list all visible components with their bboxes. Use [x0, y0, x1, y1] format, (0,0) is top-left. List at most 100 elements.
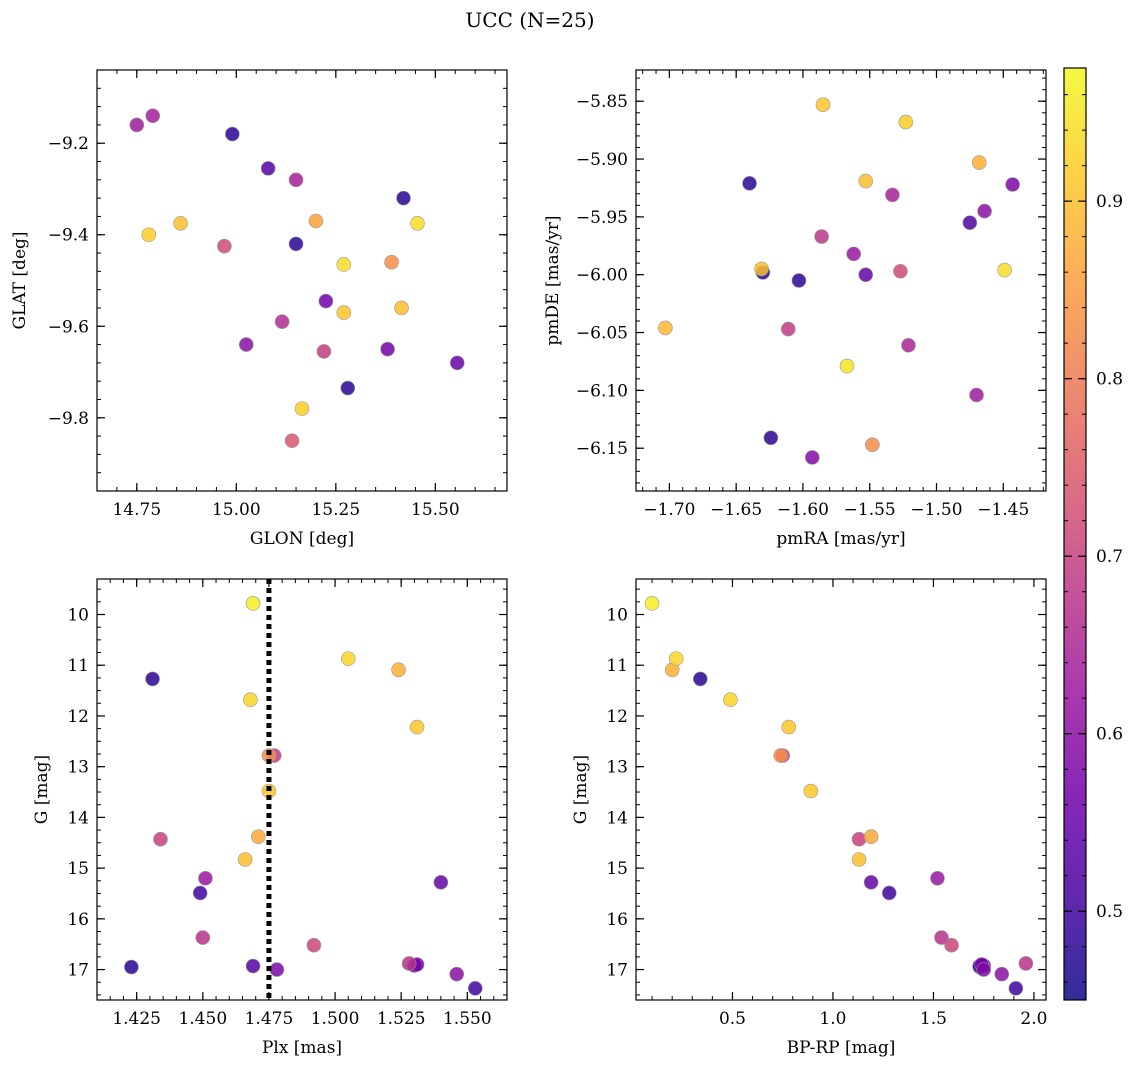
y-tick-label: −5.90: [576, 150, 628, 170]
x-axis-label: GLON [deg]: [250, 529, 354, 549]
scatter-point: [145, 671, 160, 687]
y-tick-label: 12: [67, 707, 89, 727]
y-tick-label: 17: [606, 961, 628, 981]
x-tick-label: 1.525: [377, 1009, 426, 1029]
scatter-point: [401, 956, 417, 971]
x-tick-label: −1.55: [844, 500, 896, 520]
axes-frame: [635, 578, 1047, 1001]
points-layer: [124, 596, 483, 996]
scatter-point: [449, 966, 465, 982]
scatter-point: [693, 671, 708, 687]
scatter-point: [901, 337, 916, 353]
x-tick-label: 1.450: [178, 1009, 227, 1029]
points-layer: [658, 97, 1020, 465]
scatter-point: [396, 190, 411, 206]
scatter-point: [814, 229, 829, 244]
panel-plx-g: 1.425 1.450 1.475 1.500 1.525 1.550 10 11 12 13 14…: [32, 578, 508, 1058]
scatter-point: [141, 227, 157, 243]
scatter-point: [288, 236, 304, 252]
scatter-point: [1018, 956, 1034, 971]
y-tick-label: 15: [606, 859, 628, 879]
x-tick-label: −1.60: [777, 500, 829, 520]
axes-frame: [96, 69, 508, 492]
scatter-point: [977, 203, 992, 219]
scatter-point: [192, 885, 208, 901]
y-tick-label: 11: [67, 656, 89, 676]
figure-title: UCC (N=25): [465, 8, 594, 32]
scatter-point: [433, 875, 449, 890]
axes-frame: [635, 69, 1047, 492]
panel-pmra-pmde: −1.70 −1.65 −1.60 −1.55 −1.50 −1.45 −5.85 −5.90…: [543, 69, 1047, 549]
scatter-point: [773, 748, 789, 763]
scatter-point: [858, 267, 874, 283]
panel-bprp-g: 0.5 1.0 1.5 2.0 10 11 12 13 14 15 16 17 BP-RP [mag] G…: [571, 578, 1047, 1058]
scatter-point: [124, 959, 139, 975]
scatter-point: [318, 293, 334, 309]
y-tick-label: −6.05: [576, 324, 628, 344]
colorbar: 0.5 0.6 0.7 0.8 0.9: [1063, 67, 1123, 1001]
scatter-point: [269, 962, 285, 977]
y-tick-label: 13: [606, 758, 628, 778]
y-tick-label: −9.4: [48, 226, 89, 246]
scatter-point: [145, 108, 161, 124]
scatter-point: [243, 692, 258, 708]
y-tick-label: −9.6: [48, 317, 89, 337]
scatter-point: [336, 305, 352, 320]
scatter-point: [340, 651, 356, 666]
scatter-point: [865, 437, 880, 453]
scatter-point: [284, 433, 300, 448]
scatter-point: [754, 261, 769, 277]
scatter-point: [885, 187, 900, 203]
x-tick-label: 1.475: [245, 1009, 294, 1029]
scatter-point: [780, 321, 796, 337]
y-tick-label: 16: [67, 910, 89, 930]
scatter-point: [288, 172, 304, 188]
x-axis-label: BP-RP [mag]: [787, 1038, 896, 1058]
x-axis-label: pmRA [mas/yr]: [776, 529, 905, 549]
x-tick-label: 15.50: [411, 500, 460, 520]
scatter-point: [994, 966, 1010, 982]
scatter-point: [858, 173, 874, 189]
scatter-point: [723, 692, 738, 708]
scatter-point: [839, 358, 855, 374]
scatter-point: [881, 885, 897, 901]
scatter-point: [308, 213, 324, 229]
scatter-point: [1008, 981, 1024, 996]
y-tick-label: −6.10: [576, 381, 628, 401]
x-tick-label: 15.25: [311, 500, 360, 520]
points-layer: [129, 108, 465, 448]
scatter-point: [391, 662, 406, 678]
y-tick-label: 14: [67, 808, 89, 828]
scatter-point: [217, 238, 232, 254]
scatter-point: [668, 651, 684, 666]
scatter-point: [851, 852, 867, 867]
colorbar-tick-label: 0.7: [1096, 547, 1123, 567]
scatter-point: [969, 387, 984, 403]
scatter-point: [742, 176, 757, 191]
scatter-point: [245, 596, 261, 611]
scatter-point: [195, 930, 211, 945]
scatter-point: [781, 719, 797, 735]
scatter-point: [394, 300, 409, 316]
scatter-point: [976, 962, 991, 977]
scatter-point: [644, 596, 660, 611]
y-axis-label: G [mag]: [571, 755, 591, 824]
y-tick-label: 10: [606, 606, 628, 626]
scatter-point: [467, 981, 483, 996]
scatter-point: [944, 937, 959, 953]
x-tick-label: −1.70: [643, 500, 695, 520]
y-tick-label: −6.15: [576, 439, 628, 459]
x-tick-label: 1.0: [819, 1009, 846, 1029]
scatter-panels: 14.75 15.00 15.25 15.50 −9.2 −9.4 −9.6 −9.8 GLON…: [10, 69, 1047, 1058]
y-tick-label: −6.00: [576, 266, 628, 286]
scatter-point: [449, 355, 465, 371]
scatter-point: [803, 783, 819, 799]
scatter-point: [658, 320, 673, 336]
scatter-point: [863, 875, 879, 890]
colorbar-tick-label: 0.9: [1096, 192, 1123, 212]
y-tick-label: 10: [67, 606, 89, 626]
scatter-point: [238, 337, 254, 352]
x-tick-label: 1.425: [112, 1009, 161, 1029]
scatter-point: [410, 215, 425, 231]
y-tick-label: −9.8: [48, 409, 89, 429]
